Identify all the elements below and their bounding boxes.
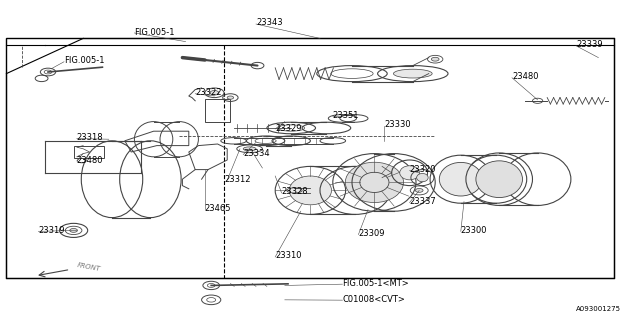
Text: 23480: 23480 xyxy=(77,156,103,164)
Text: A093001275: A093001275 xyxy=(576,306,621,312)
Text: 23319: 23319 xyxy=(38,226,65,235)
Circle shape xyxy=(431,57,439,61)
Bar xyxy=(205,99,230,122)
Bar xyxy=(6,38,614,278)
Text: 23312: 23312 xyxy=(224,175,250,184)
Text: 23329: 23329 xyxy=(275,124,301,132)
Ellipse shape xyxy=(439,163,483,196)
Text: FRONT: FRONT xyxy=(77,262,101,272)
Text: FIG.005-1<MT>: FIG.005-1<MT> xyxy=(342,279,409,288)
Text: FIG.005-1: FIG.005-1 xyxy=(134,28,175,36)
Text: C01008<CVT>: C01008<CVT> xyxy=(342,295,405,304)
Text: 23300: 23300 xyxy=(461,226,487,235)
Ellipse shape xyxy=(476,161,522,197)
Ellipse shape xyxy=(289,176,332,205)
Ellipse shape xyxy=(243,147,256,151)
Text: 23337: 23337 xyxy=(410,197,436,206)
Text: FIG.005-1: FIG.005-1 xyxy=(64,56,104,65)
Bar xyxy=(74,146,104,158)
Circle shape xyxy=(227,96,234,99)
Text: 23339: 23339 xyxy=(576,40,603,49)
Circle shape xyxy=(210,91,219,95)
Text: 23322: 23322 xyxy=(195,88,221,97)
Text: 23351: 23351 xyxy=(333,111,359,120)
Text: 23343: 23343 xyxy=(256,18,283,27)
Text: 23318: 23318 xyxy=(77,133,104,142)
Text: 23480: 23480 xyxy=(512,72,538,81)
Text: 23320: 23320 xyxy=(410,165,436,174)
Ellipse shape xyxy=(417,173,428,182)
Ellipse shape xyxy=(400,166,419,180)
Ellipse shape xyxy=(346,162,404,203)
Text: 23328: 23328 xyxy=(282,188,308,196)
Text: 23310: 23310 xyxy=(275,252,301,260)
Text: 23465: 23465 xyxy=(205,204,231,212)
Circle shape xyxy=(415,188,423,192)
Text: 23334: 23334 xyxy=(243,149,270,158)
Ellipse shape xyxy=(394,69,432,78)
Text: 23330: 23330 xyxy=(384,120,411,129)
Circle shape xyxy=(70,228,77,232)
Text: 23309: 23309 xyxy=(358,229,385,238)
